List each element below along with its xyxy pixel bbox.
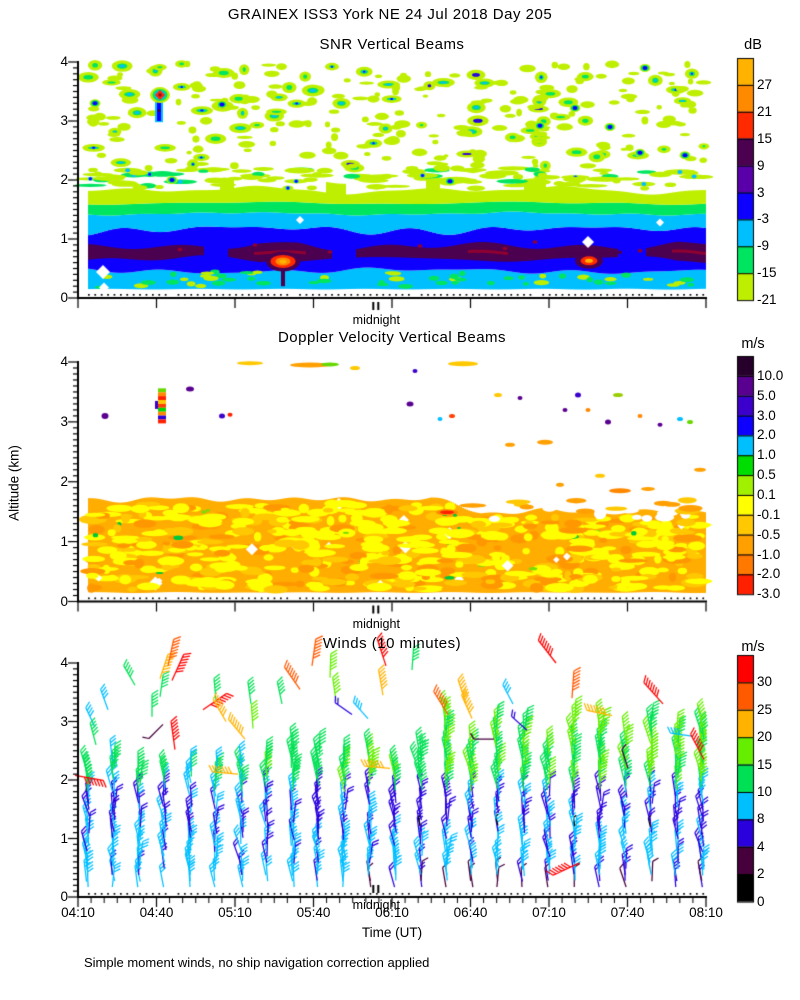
colorbar-tick-label: 1.0 (757, 447, 776, 463)
colorbar-tick-label: -3.0 (757, 586, 781, 602)
time-tick-label: 07:10 (532, 905, 566, 920)
y-tick-label: 2 (60, 473, 68, 489)
y-tick-label: 0 (60, 593, 68, 609)
colorbar-tick-label: 9 (757, 157, 765, 173)
y-tick-label: 1 (60, 533, 68, 549)
y-tick-label: 3 (60, 713, 68, 729)
panel2-colorbar-unit: m/s (741, 336, 765, 352)
midnight-label: midnight (352, 897, 400, 912)
midnight-label: midnight (352, 313, 400, 327)
colorbar-tick-label: 2.0 (757, 427, 776, 443)
colorbar-tick-label: 0 (757, 893, 765, 909)
colorbar-tick-label: 0.1 (757, 486, 776, 502)
colorbar-tick-label: 0.5 (757, 467, 776, 483)
time-tick-label: 05:40 (296, 905, 331, 920)
footer-note: Simple moment winds, no ship navigation … (84, 955, 430, 970)
colorbar-tick-label: 21 (757, 103, 773, 119)
time-tick-label: 07:40 (610, 905, 645, 920)
colorbar-tick-label: -0.1 (757, 506, 781, 522)
y-tick-label: 4 (60, 354, 68, 369)
time-tick-label: 04:40 (139, 905, 174, 920)
colorbar-tick-label: -15 (757, 265, 777, 281)
y-tick-label: 0 (60, 290, 68, 305)
colorbar-tick-label: 5.0 (757, 387, 776, 403)
y-tick-label: 3 (60, 113, 68, 128)
y-tick-label: 4 (60, 54, 68, 69)
y-tick-label: 3 (60, 413, 68, 429)
colorbar-tick-label: 3 (757, 184, 765, 200)
y-axis-label: Altitude (km) (6, 445, 22, 521)
y-tick-label: 2 (60, 772, 68, 787)
colorbar-tick-label: 15 (757, 130, 773, 146)
colorbar-tick-label: -2.0 (757, 566, 781, 582)
time-tick-label: 06:10 (375, 905, 409, 920)
colorbar-tick-label: 10 (757, 784, 773, 799)
colorbar-tick-label: 8 (757, 811, 765, 827)
colorbar-tick-label: 2 (757, 866, 765, 882)
time-tick-label: 08:10 (689, 905, 723, 920)
panel2-title: Doppler Velocity Vertical Beams (277, 329, 507, 346)
y-tick-label: 0 (60, 889, 68, 904)
colorbar-tick-label: 25 (757, 701, 773, 717)
colorbar-tick-label: 20 (757, 729, 773, 745)
panel3-colorbar-unit: m/s (741, 639, 765, 655)
colorbar-tick-label: -0.5 (757, 526, 781, 542)
time-tick-label: 04:10 (61, 905, 95, 920)
colorbar-tick-label: 27 (757, 76, 773, 92)
x-axis-label: Time (UT) (361, 925, 423, 940)
y-tick-label: 1 (60, 830, 68, 846)
colorbar-tick-label: -3 (757, 211, 770, 227)
colorbar-tick-label: -21 (757, 292, 777, 308)
colorbar-tick-label: 4 (757, 838, 765, 854)
time-tick-label: 05:10 (218, 905, 252, 920)
panel1-colorbar-unit: dB (744, 37, 762, 53)
colorbar-tick-label: 30 (757, 674, 773, 690)
colorbar-tick-label: -9 (757, 238, 770, 254)
colorbar-tick-label: 10.0 (757, 367, 784, 383)
colorbar-tick-label: 3.0 (757, 407, 776, 423)
y-tick-label: 4 (60, 655, 68, 670)
main-title: GRAINEX ISS3 York NE 24 Jul 2018 Day 205 (227, 6, 553, 23)
panel3-title: Winds (10 minutes) (322, 635, 462, 652)
panel1-title: SNR Vertical Beams (319, 36, 465, 53)
colorbar-tick-label: -1.0 (757, 546, 781, 562)
y-tick-label: 2 (60, 172, 68, 187)
midnight-label: midnight (352, 616, 400, 631)
y-tick-label: 1 (60, 231, 68, 246)
time-tick-label: 06:40 (453, 905, 488, 920)
colorbar-tick-label: 15 (757, 756, 773, 772)
